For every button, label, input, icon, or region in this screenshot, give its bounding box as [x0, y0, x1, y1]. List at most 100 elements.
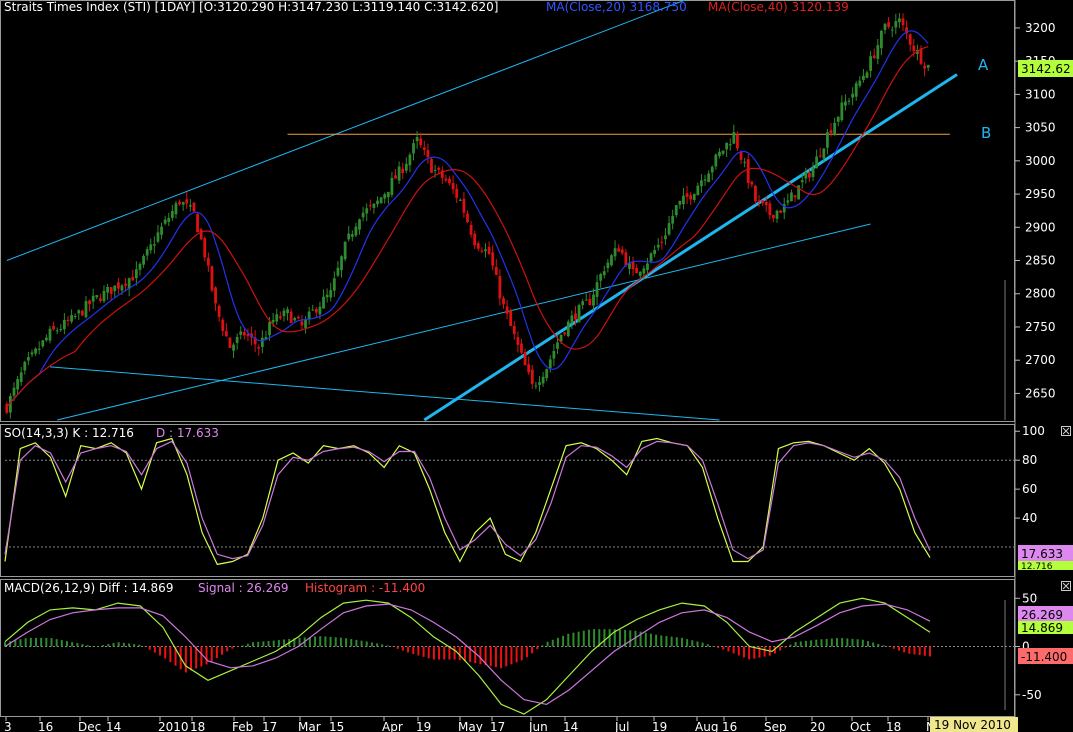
candle-body: [59, 328, 63, 331]
candle-body: [919, 48, 923, 64]
candle-body: [174, 203, 178, 215]
candle-body: [851, 93, 855, 98]
candle-body: [412, 143, 415, 154]
candle-body: [494, 267, 498, 275]
candle-body: [408, 154, 412, 166]
macd-histogram: [4, 629, 931, 673]
candle-body: [106, 286, 109, 293]
candle-body: [214, 287, 217, 304]
candle-body: [451, 182, 455, 190]
price-title: Straits Times Index (STI) [1DAY] [O:3120…: [4, 0, 498, 14]
candle-body: [390, 178, 394, 195]
candle-body: [188, 205, 192, 207]
candle-body: [505, 306, 509, 314]
x-tick-label: Jun: [528, 720, 548, 732]
candle-body: [764, 202, 768, 206]
panel-frames: [0, 0, 1015, 717]
macd-signal-line: [4, 603, 931, 706]
candle-body: [160, 226, 163, 235]
candle-body: [152, 244, 156, 246]
candle-body: [376, 200, 379, 205]
candle-body: [811, 167, 815, 178]
candle-body: [77, 310, 81, 314]
candle-body: [361, 212, 365, 218]
candle-body: [196, 213, 199, 233]
candle-body: [206, 257, 210, 266]
candle-body: [523, 352, 527, 366]
candle-body: [458, 199, 462, 201]
candle-body: [116, 282, 120, 289]
candle-body: [649, 253, 653, 262]
x-tick-label: Feb: [232, 720, 253, 732]
x-tick-label: 15: [329, 720, 344, 732]
candle-body: [685, 193, 689, 197]
price-panel-frame: [0, 0, 1015, 422]
candle-body: [271, 319, 275, 323]
candle-body: [512, 325, 516, 335]
macd-diff-badge: 14.869: [1021, 621, 1063, 635]
candle-body: [5, 403, 9, 413]
candle-body: [404, 163, 408, 171]
candle-body: [581, 301, 585, 306]
candle-body: [430, 158, 433, 173]
x-tick-label: Jul: [614, 720, 629, 732]
macd-y-tick-label: 0: [1022, 640, 1030, 654]
candle-body: [743, 161, 747, 163]
ma20-line: [6, 30, 929, 408]
candle-body: [635, 267, 639, 274]
candle-body: [872, 55, 876, 59]
candle-body: [142, 255, 145, 265]
candle-body: [844, 101, 847, 106]
candle-body: [574, 313, 577, 320]
candle-body: [700, 180, 703, 187]
candle-body: [653, 249, 657, 255]
price-y-tick-label: 3200: [1025, 21, 1056, 35]
candle-body: [782, 204, 786, 213]
candle-body: [775, 210, 779, 219]
trendline-label-a: A: [978, 56, 989, 74]
candle-body: [34, 348, 37, 354]
candle-body: [145, 249, 149, 256]
candle-body: [595, 282, 599, 297]
candle-body: [606, 262, 610, 269]
candle-body: [826, 132, 829, 148]
candle-body: [322, 296, 325, 309]
candle-body: [394, 175, 397, 179]
trendline-label-b: B: [981, 124, 991, 142]
candle-body: [862, 75, 865, 80]
candle-body: [80, 310, 84, 316]
so-d-badge: 17.633: [1021, 547, 1063, 561]
candle-body: [440, 170, 444, 178]
candle-body: [37, 348, 41, 350]
candle-body: [95, 295, 99, 298]
so-d-line: [4, 440, 931, 560]
candle-body: [397, 166, 401, 181]
x-tick-label: 3: [4, 720, 12, 732]
candle-body: [480, 250, 484, 252]
candle-body: [703, 179, 707, 181]
candle-body: [833, 122, 837, 136]
x-tick-label: 17: [490, 720, 505, 732]
x-tick-label: Apr: [382, 720, 403, 732]
candle-body: [372, 203, 376, 208]
candle-body: [134, 269, 138, 279]
candle-body: [102, 290, 106, 302]
candle-body: [725, 142, 729, 150]
macd-signal-label: Signal : 26.269: [198, 581, 289, 595]
candle-body: [926, 64, 930, 68]
macd-lines: [4, 597, 931, 715]
ma20-label: MA(Close,20) 3168.750: [546, 0, 687, 14]
macd-close-icon[interactable]: [1061, 581, 1071, 591]
candle-body: [491, 252, 495, 266]
candle-body: [559, 334, 563, 342]
candle-body: [444, 178, 448, 181]
so-close-icon[interactable]: [1061, 426, 1071, 436]
candle-body: [30, 352, 34, 355]
candle-body: [599, 274, 603, 281]
candle-body: [786, 200, 790, 203]
macd-diff-badge-bg: [1018, 621, 1073, 634]
price-y-tick-label: 2750: [1025, 320, 1056, 334]
candle-body: [8, 395, 12, 413]
candle-body: [325, 294, 329, 298]
candle-body: [70, 315, 73, 322]
